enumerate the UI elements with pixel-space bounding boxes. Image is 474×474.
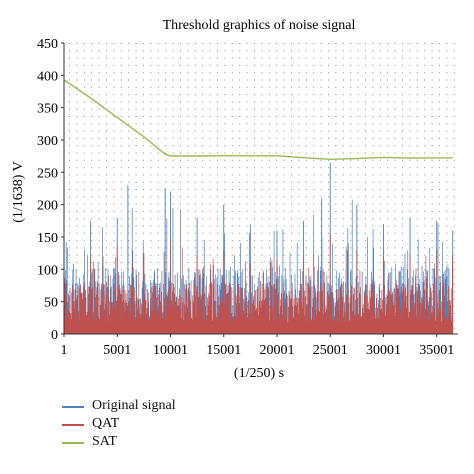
y-axis-label: (1/1638) V — [11, 161, 26, 223]
x-tick-label: 5001 — [103, 343, 131, 358]
y-tick-label: 450 — [37, 37, 58, 52]
y-tick-label: 50 — [44, 296, 58, 311]
x-tick-label: 35001 — [419, 343, 454, 358]
x-tick-labels: 1 5001 10001 15001 20001 25001 30001 35001 — [61, 343, 455, 358]
legend-item-qat: QAT — [62, 415, 262, 433]
series-sat — [63, 79, 453, 161]
x-tick-label: 10001 — [153, 343, 188, 358]
x-tick-label: 25001 — [313, 343, 348, 358]
x-tick-label: 15001 — [206, 343, 241, 358]
chart-title: Threshold graphics of noise signal — [163, 18, 356, 33]
y-tick-label: 400 — [37, 69, 58, 84]
legend-item-original-signal: Original signal — [62, 397, 262, 415]
legend-swatch-sat — [62, 442, 84, 444]
y-tick-label: 100 — [37, 263, 58, 278]
y-tick-label: 0 — [51, 328, 58, 343]
legend-label-qat: QAT — [92, 416, 120, 431]
y-tick-labels: 0 50 100 150 200 250 300 350 400 450 — [37, 37, 58, 343]
axes — [61, 42, 458, 337]
legend-swatch-original-signal — [62, 406, 84, 408]
x-tick-label: 20001 — [259, 343, 294, 358]
y-tick-label: 250 — [37, 166, 58, 181]
legend-label-original-signal: Original signal — [92, 398, 176, 413]
x-axis-label: (1/250) s — [234, 366, 284, 381]
legend-label-sat: SAT — [92, 434, 117, 449]
sat-line — [63, 79, 453, 161]
legend-item-sat: SAT — [62, 433, 262, 451]
y-tick-label: 350 — [37, 102, 58, 117]
x-tick-label: 30001 — [366, 343, 401, 358]
y-tick-label: 200 — [37, 199, 58, 214]
legend: Original signal QAT SAT — [62, 397, 262, 451]
legend-swatch-qat — [62, 424, 84, 426]
x-tick-label: 1 — [61, 343, 68, 358]
y-tick-label: 150 — [37, 231, 58, 246]
y-tick-label: 300 — [37, 134, 58, 149]
